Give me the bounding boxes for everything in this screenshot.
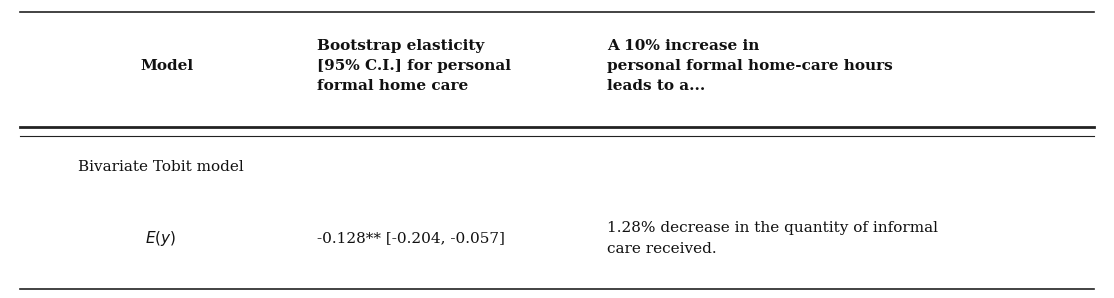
Text: Model: Model [140, 59, 194, 72]
Text: Bootstrap elasticity
[95% C.I.] for personal
formal home care: Bootstrap elasticity [95% C.I.] for pers… [317, 38, 511, 93]
Text: $E(y)$: $E(y)$ [145, 229, 176, 248]
Text: 1.28% decrease in the quantity of informal
care received.: 1.28% decrease in the quantity of inform… [607, 221, 938, 256]
Text: A 10% increase in
personal formal home-care hours
leads to a...: A 10% increase in personal formal home-c… [607, 38, 893, 93]
Text: -0.128** [-0.204, -0.057]: -0.128** [-0.204, -0.057] [317, 232, 506, 245]
Text: Bivariate Tobit model: Bivariate Tobit model [78, 160, 244, 174]
